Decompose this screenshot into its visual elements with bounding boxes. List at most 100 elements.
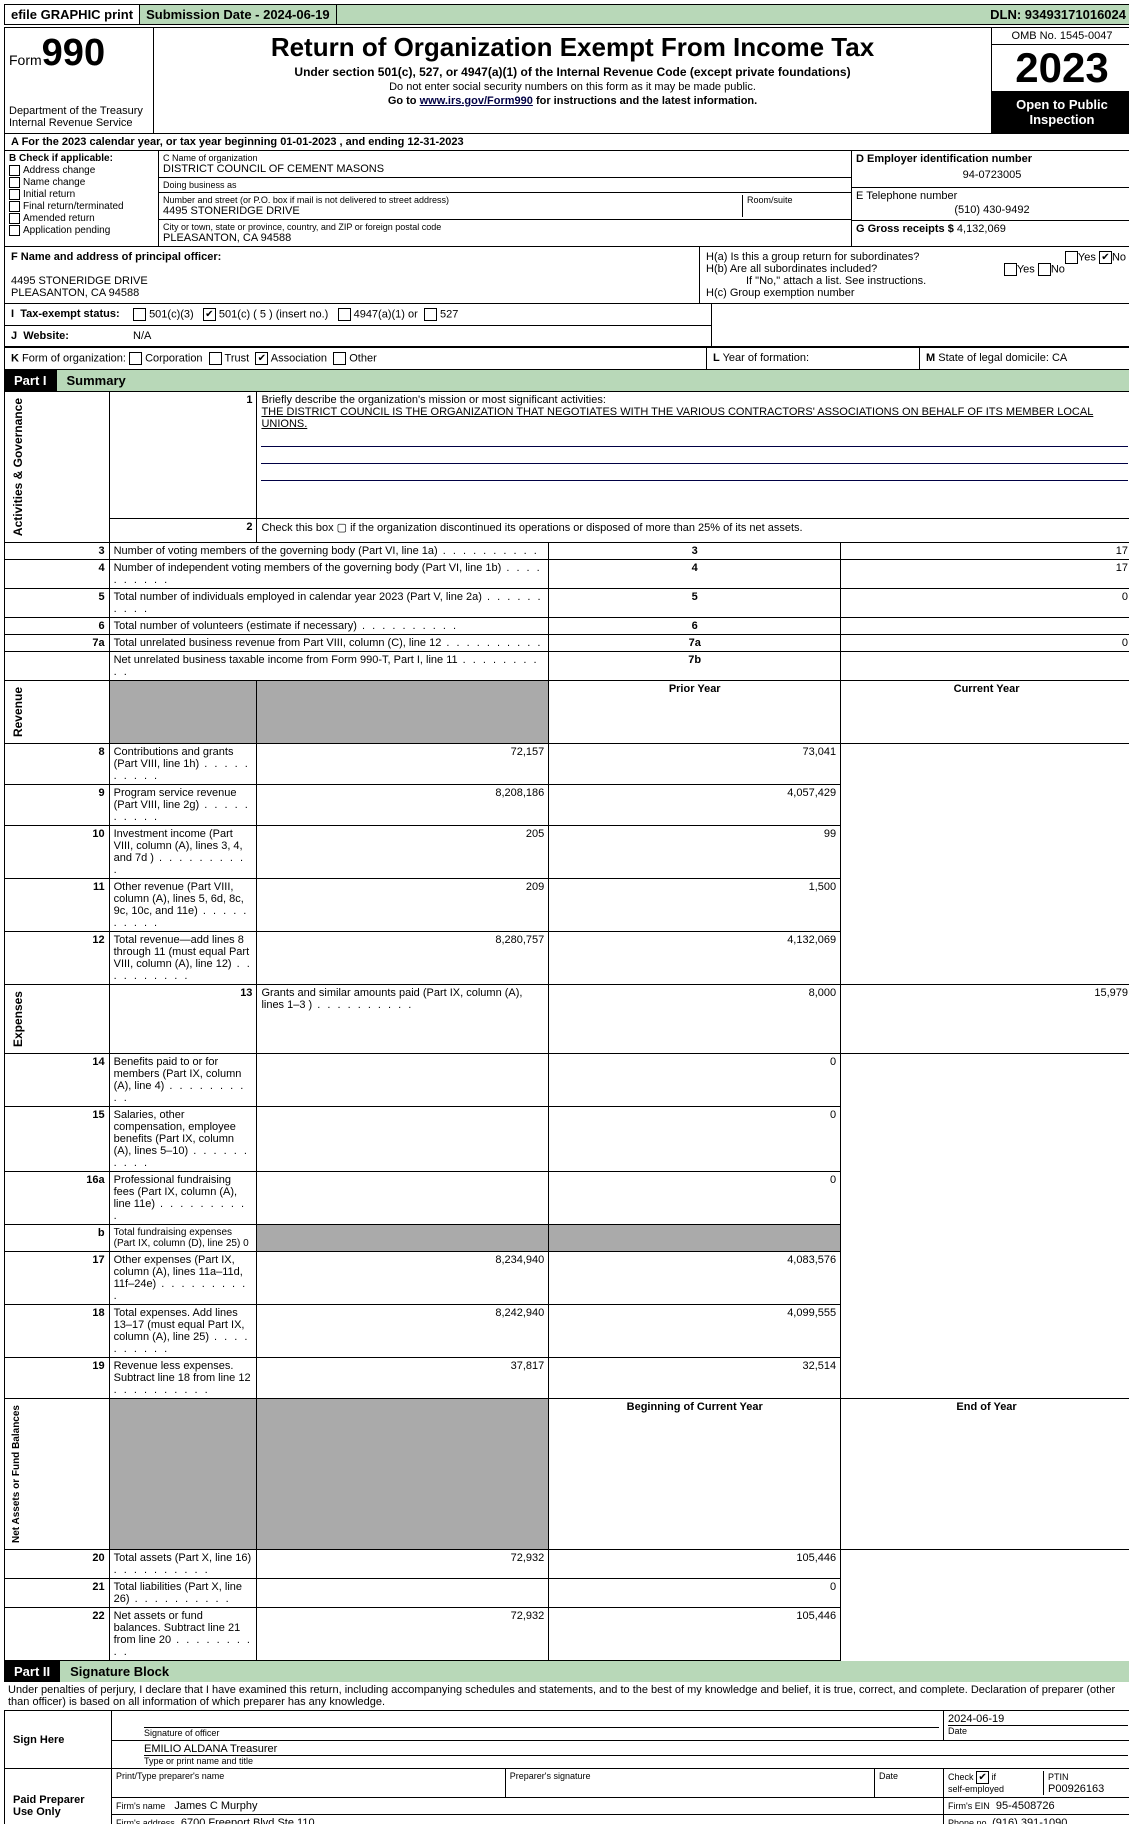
rev-num-3: 11 [5, 879, 110, 932]
exp-text-2: Salaries, other compensation, employee b… [109, 1107, 257, 1172]
cb-corp[interactable] [129, 352, 142, 365]
net-prior-1 [257, 1579, 549, 1608]
side-rev: Revenue [5, 681, 110, 744]
opt-corp: Corporation [145, 352, 202, 364]
exp-text-7: Revenue less expenses. Subtract line 18 … [109, 1358, 257, 1399]
check-label: Check [948, 1772, 974, 1782]
part1-header: Part I Summary [4, 370, 1129, 391]
section-b-to-g: B Check if applicable: Address changeNam… [5, 151, 1129, 247]
net-num-2: 22 [5, 1608, 110, 1661]
part2-label: Part II [4, 1661, 60, 1682]
opt-trust: Trust [225, 352, 250, 364]
form-990-num: 990 [42, 32, 105, 74]
b-cb-5[interactable] [9, 225, 20, 236]
goto-prefix: Go to [388, 95, 420, 107]
self-emp-cb[interactable] [976, 1771, 989, 1784]
opt-4947: 4947(a)(1) or [354, 308, 418, 320]
b-cb-3[interactable] [9, 201, 20, 212]
rev-num-2: 10 [5, 826, 110, 879]
l2-num: 2 [109, 518, 257, 542]
ha-yes[interactable] [1065, 251, 1078, 264]
gov-val-2: 17 [841, 560, 1129, 589]
phone-label: E Telephone number [856, 190, 1128, 202]
opt-assoc: Association [271, 352, 327, 364]
prep-date-label: Date [879, 1771, 939, 1781]
paid-preparer-label: Paid Preparer Use Only [5, 1769, 112, 1824]
net-prior-2: 72,932 [257, 1608, 549, 1661]
hb-yes[interactable] [1004, 263, 1017, 276]
b-cb-0[interactable] [9, 165, 20, 176]
dba-label: Doing business as [163, 180, 847, 190]
firm-name: James C Murphy [174, 1800, 257, 1812]
gov-box-4: 6 [549, 618, 841, 635]
h-a-text: H(a) Is this a group return for subordin… [706, 251, 919, 263]
exp-prior-2 [257, 1107, 549, 1172]
box-e: E Telephone number (510) 430-9492 [852, 188, 1129, 221]
sig-date-label: Date [948, 1725, 1128, 1736]
dba-cell: Doing business as [159, 178, 851, 193]
n-blank-num [109, 1399, 257, 1550]
exp-text-0: Grants and similar amounts paid (Part IX… [257, 985, 549, 1054]
b-cb-4[interactable] [9, 213, 20, 224]
cb-trust[interactable] [209, 352, 222, 365]
box-c: C Name of organization DISTRICT COUNCIL … [159, 151, 852, 246]
cb-assoc[interactable] [255, 352, 268, 365]
efile-label[interactable]: efile GRAPHIC print [5, 5, 140, 24]
row-k-l-m: K Form of organization: Corporation Trus… [5, 347, 1129, 369]
firm-addr1: 6700 Freeport Blvd Ste 110 [181, 1817, 315, 1824]
rev-num-1: 9 [5, 785, 110, 826]
firm-ein: 95-4508726 [996, 1800, 1055, 1812]
i-options: 501(c)(3) 501(c) ( 5 ) (insert no.) 4947… [127, 304, 711, 325]
rev-prior-0: 72,157 [257, 744, 549, 785]
website-value: N/A [127, 326, 711, 346]
gov-num-1: 3 [5, 543, 110, 560]
officer-addr2: PLEASANTON, CA 94588 [11, 287, 693, 299]
gov-text-2: Number of independent voting members of … [109, 560, 549, 589]
rev-curr-2: 99 [549, 826, 841, 879]
rev-text-0: Contributions and grants (Part VIII, lin… [109, 744, 257, 785]
n-blank-desc [257, 1399, 549, 1550]
cb-527[interactable] [424, 308, 437, 321]
b-item-1: Name change [9, 177, 154, 188]
side-net-label: Net Assets or Fund Balances [9, 1401, 24, 1547]
m-value: CA [1052, 352, 1067, 364]
dln: DLN: 93493171016024 [984, 5, 1129, 24]
city: PLEASANTON, CA 94588 [163, 232, 847, 244]
exp-curr-5: 4,083,576 [549, 1252, 841, 1305]
l1-num: 1 [109, 392, 257, 519]
ein-value: 94-0723005 [856, 165, 1128, 185]
phone-value: (510) 430-9492 [856, 202, 1128, 218]
b-item-label-3: Final return/terminated [23, 201, 124, 212]
exp-num-6: 18 [5, 1305, 110, 1358]
box-h: H(a) Is this a group return for subordin… [700, 247, 1129, 303]
begin-header: Beginning of Current Year [549, 1399, 841, 1550]
k-label: K [11, 352, 19, 364]
prep-sig-label: Preparer's signature [510, 1771, 870, 1781]
rev-num-0: 8 [5, 744, 110, 785]
b-item-2: Initial return [9, 189, 154, 200]
gov-num-6 [5, 652, 110, 681]
gov-text-1: Number of voting members of the governin… [109, 543, 549, 560]
rev-text-1: Program service revenue (Part VIII, line… [109, 785, 257, 826]
prior-header: Prior Year [549, 681, 841, 744]
gov-box-5: 7a [549, 635, 841, 652]
side-gov: Activities & Governance [5, 392, 110, 543]
exp-curr-4 [549, 1225, 841, 1252]
hb-no[interactable] [1038, 263, 1051, 276]
b-cb-1[interactable] [9, 177, 20, 188]
cb-501c3[interactable] [133, 308, 146, 321]
gov-text-3: Total number of individuals employed in … [109, 589, 549, 618]
cb-501c[interactable] [203, 308, 216, 321]
cb-other[interactable] [333, 352, 346, 365]
exp-num-0: 13 [109, 985, 257, 1054]
ha-no[interactable] [1099, 251, 1112, 264]
blank-line-2 [261, 449, 1128, 464]
sig-officer-label: Signature of officer [144, 1728, 939, 1738]
col-d-e-g: D Employer identification number 94-0723… [852, 151, 1129, 246]
h-b-text: H(b) Are all subordinates included? [706, 263, 877, 275]
b-cb-2[interactable] [9, 189, 20, 200]
irs-link[interactable]: www.irs.gov/Form990 [420, 95, 533, 107]
row-i-j: I Tax-exempt status: 501(c)(3) 501(c) ( … [5, 304, 1129, 347]
cb-4947[interactable] [338, 308, 351, 321]
b-item-5: Application pending [9, 225, 154, 236]
